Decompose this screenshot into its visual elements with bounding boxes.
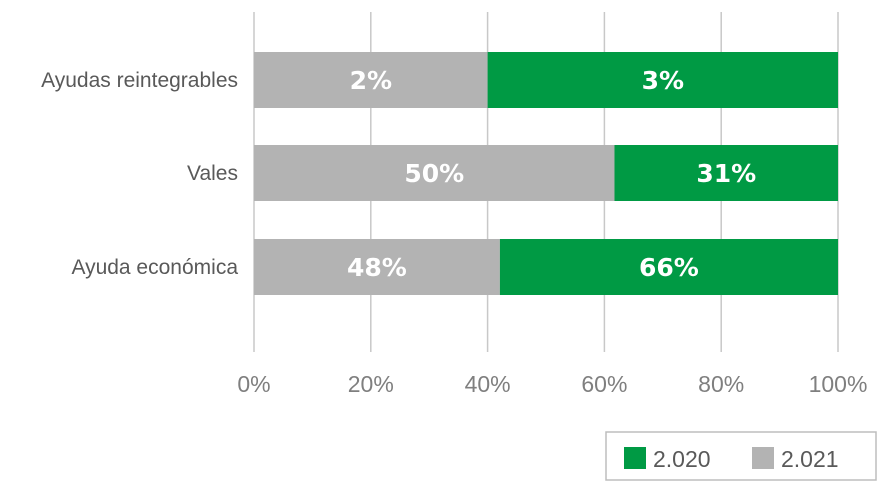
legend-box [605, 431, 877, 481]
bar-segment-ayuda-economica-2-020 [499, 239, 838, 295]
legend-label: 2.021 [781, 446, 839, 472]
x-tick-label: 40% [465, 371, 511, 397]
category-labels: Ayudas reintegrables Vales Ayuda económica [41, 69, 238, 279]
bar-segment-vales-2-020 [614, 145, 838, 201]
legend-swatch-2-021 [752, 447, 774, 469]
x-tick-label: 80% [698, 371, 744, 397]
data-label: 48% [347, 253, 407, 282]
x-axis-tick-labels: 0% 20% 40% 60% 80% 100% [237, 371, 867, 397]
x-tick-label: 60% [581, 371, 627, 397]
data-label: 2% [350, 66, 392, 95]
x-tick-label: 20% [348, 371, 394, 397]
data-label: 50% [404, 159, 464, 188]
bar-segment-ayudas-reintegrables-2-021 [254, 52, 488, 108]
data-label: 66% [639, 253, 699, 282]
legend-swatch-2-020 [624, 447, 646, 469]
x-tick-label: 100% [809, 371, 868, 397]
bars: 2% 3% 50% 31% 48% 66% [254, 52, 838, 295]
bar-segment-ayuda-economica-2-021 [254, 239, 500, 295]
x-tick-label: 0% [237, 371, 270, 397]
data-label: 31% [696, 159, 756, 188]
legend-label: 2.020 [653, 446, 711, 472]
category-label-ayudas-reintegrables: Ayudas reintegrables [41, 69, 238, 92]
bar-segment-ayudas-reintegrables-2-020 [487, 52, 838, 108]
legend: 2.020 2.021 [605, 431, 877, 481]
category-label-ayuda-economica: Ayuda económica [71, 256, 238, 279]
data-label: 3% [642, 66, 684, 95]
bar-segment-vales-2-021 [254, 145, 615, 201]
category-label-vales: Vales [187, 162, 238, 185]
